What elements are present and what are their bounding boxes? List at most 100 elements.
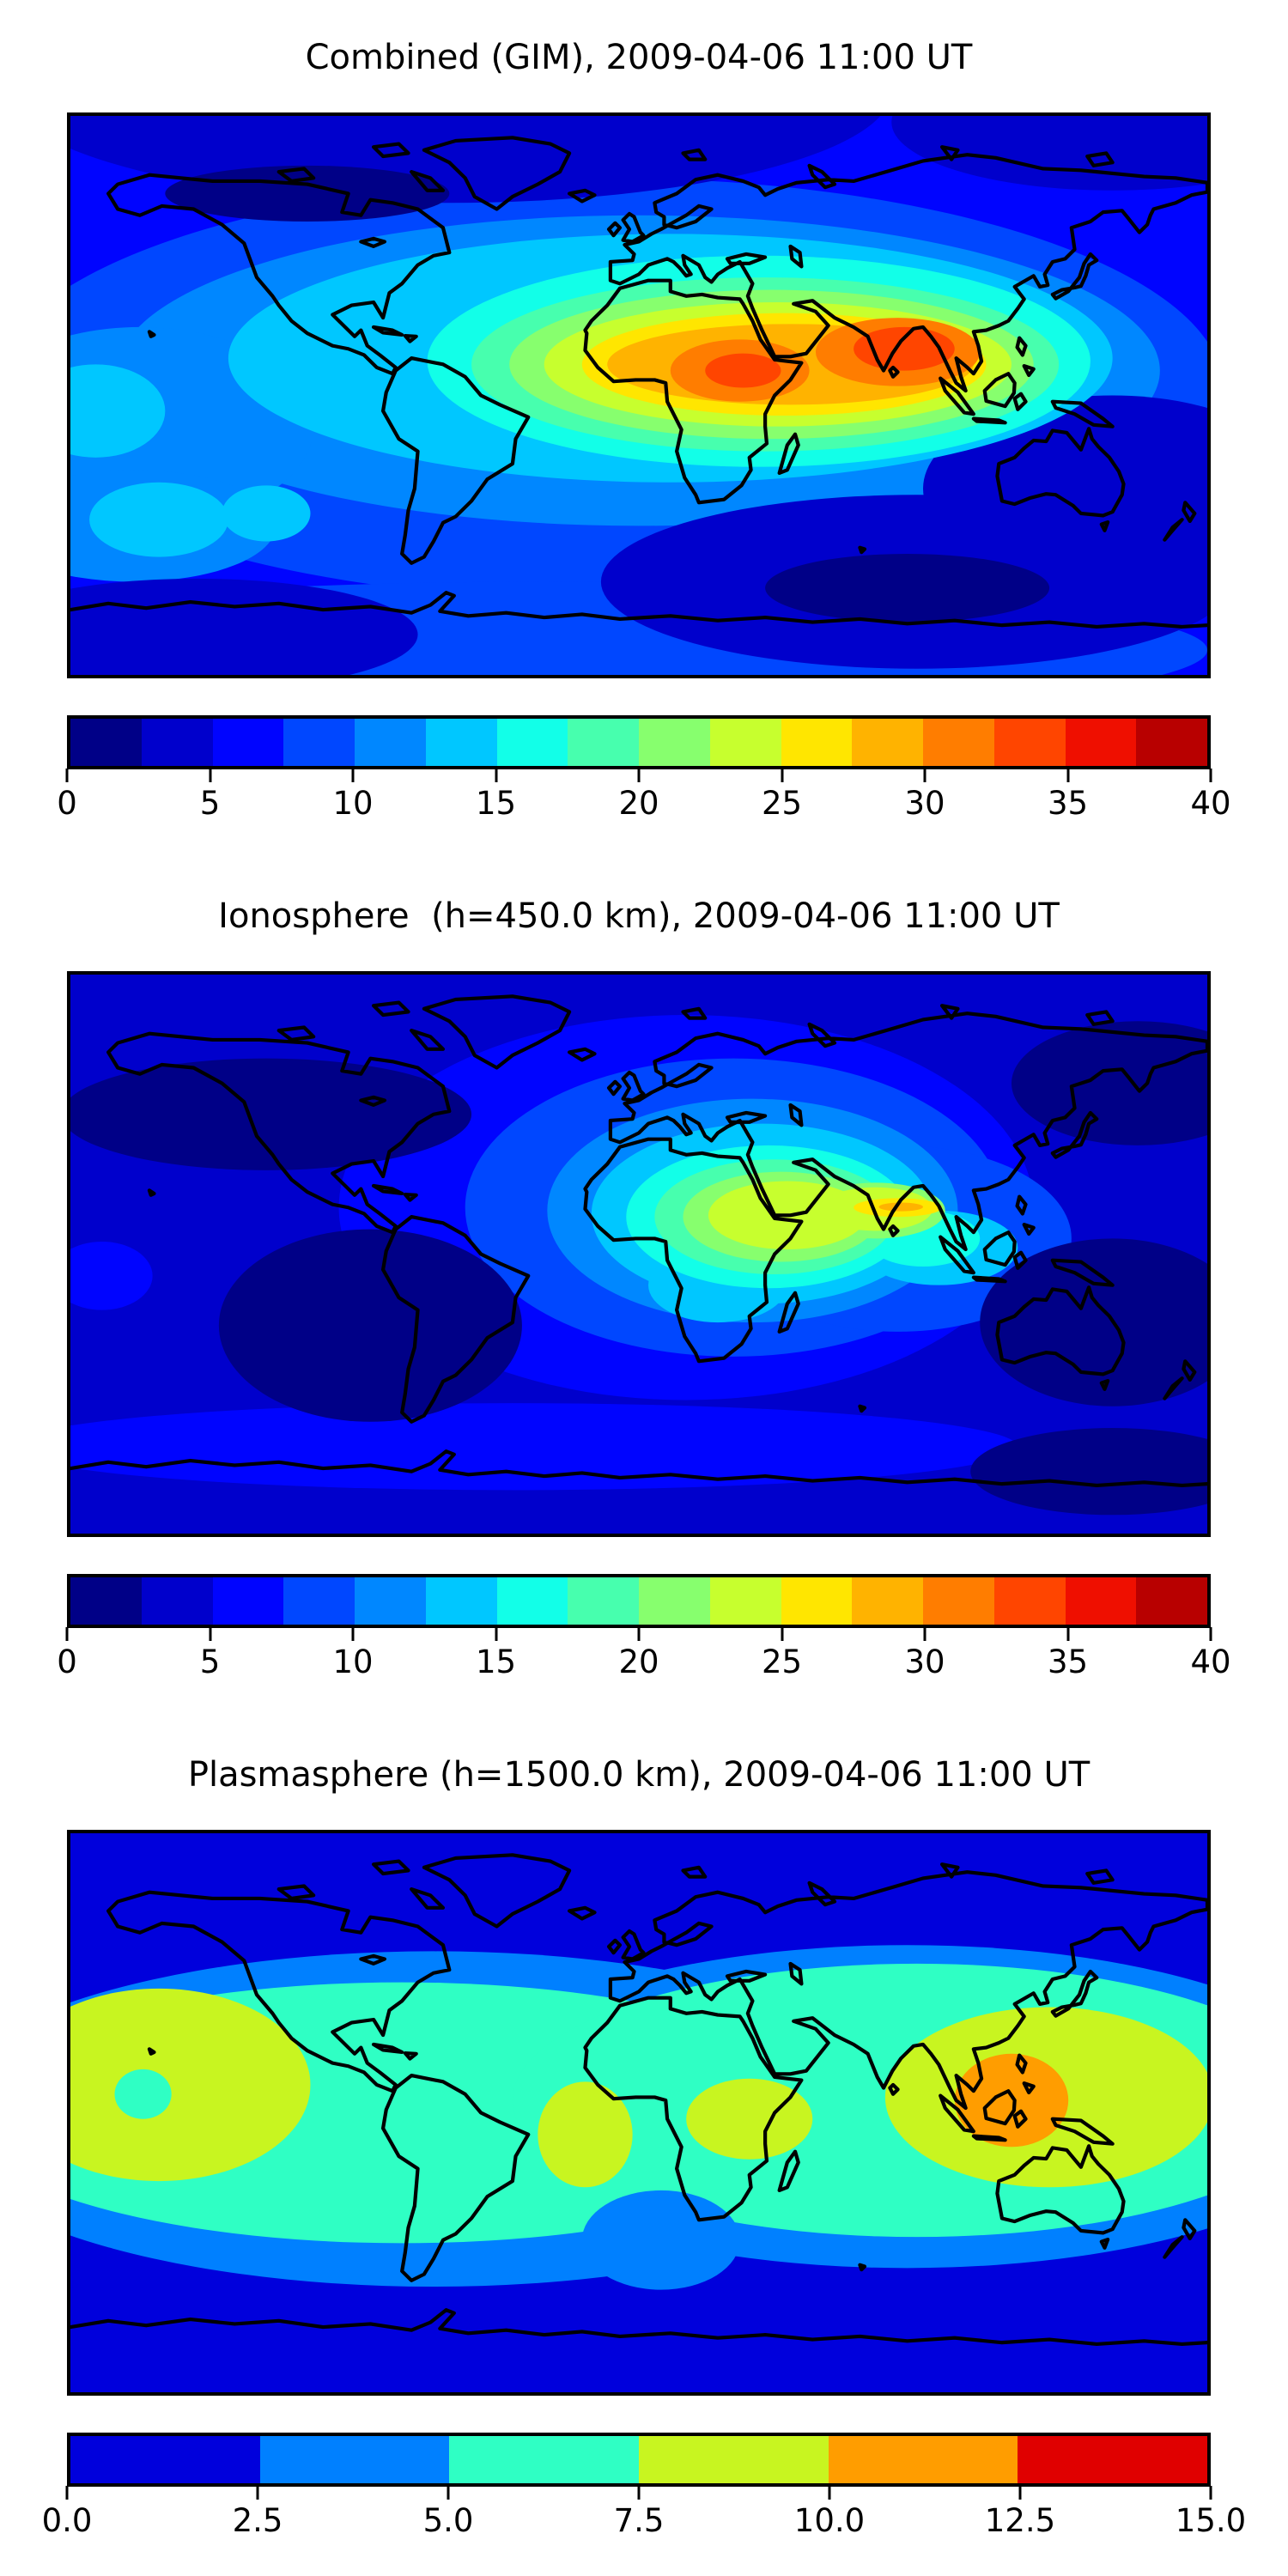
combined-map-title: Combined (GIM), 2009-04-06 11:00 UT [305, 38, 973, 77]
colorbar-segment-4 [355, 719, 426, 766]
ionosphere-map-canvas [70, 975, 1207, 1534]
colorbar-tick-label: 20 [618, 1643, 659, 1680]
colorbar-tick-label: 12.5 [984, 2502, 1056, 2539]
colorbar-segment-3 [283, 1577, 355, 1625]
colorbar-segment-0 [70, 2436, 260, 2483]
colorbar-tick-label: 15 [475, 1643, 517, 1680]
colorbar-tick [1066, 1627, 1069, 1641]
colorbar-segment-9 [709, 1577, 781, 1625]
colorbar-segment-3 [283, 719, 355, 766]
colorbar-segment-12 [923, 1577, 994, 1625]
colorbar-tick [1018, 2486, 1022, 2500]
colorbar-segment-8 [639, 719, 710, 766]
colorbar-segment-2 [449, 2436, 640, 2483]
panel-plasmasphere: Plasmasphere (h=1500.0 km), 2009-04-06 1… [0, 1717, 1288, 2576]
contour-region-level-11 [878, 1202, 923, 1212]
colorbar-tick [65, 2486, 69, 2500]
contour-region-level-2 [114, 2069, 172, 2119]
colorbar-segment-8 [639, 1577, 710, 1625]
combined-colorbar [67, 715, 1211, 769]
colorbar-tick-label: 35 [1047, 1643, 1089, 1680]
colorbar-tick-label: 40 [1190, 785, 1231, 822]
colorbar-segment-12 [923, 719, 994, 766]
contour-region-level-5 [89, 482, 228, 557]
plasmasphere-colorbar [67, 2433, 1211, 2487]
colorbar-segment-13 [993, 719, 1066, 766]
contour-region-level-4 [954, 2053, 1069, 2148]
colorbar-tick-label: 5.0 [422, 2502, 474, 2539]
colorbar-tick-label: 5 [199, 785, 221, 822]
contour-region-level-2 [70, 1242, 153, 1310]
colorbar-segment-11 [852, 719, 923, 766]
colorbar-tick-label: 10 [332, 1643, 374, 1680]
colorbar-segment-15 [1136, 719, 1207, 766]
colorbar-segment-10 [781, 719, 853, 766]
colorbar-tick [637, 769, 641, 782]
contour-region-level-0 [765, 553, 1050, 623]
plasmasphere-colorbar-ticks [65, 2486, 1212, 2500]
contour-region-level-0 [218, 1229, 522, 1422]
colorbar-tick [923, 1627, 927, 1641]
colorbar-tick [781, 769, 783, 782]
colorbar-tick [209, 769, 211, 782]
contour-region-level-3 [538, 2081, 633, 2188]
colorbar-tick-label: 40 [1190, 1643, 1231, 1680]
ionosphere-colorbar [67, 1574, 1211, 1628]
colorbar-segment-2 [212, 1577, 284, 1625]
colorbar-tick [351, 769, 355, 782]
colorbar-tick-label: 0.0 [41, 2502, 93, 2539]
combined-colorbar-labels: 0 5 10 15 20 25 30 35 40 [57, 785, 1230, 826]
combined-colorbar-ticks [65, 769, 1212, 783]
colorbar-segment-0 [70, 719, 142, 766]
coastlines-path [70, 1853, 1207, 2347]
colorbar-tick-label: 10.0 [793, 2502, 866, 2539]
colorbar-tick-label: 35 [1047, 785, 1089, 822]
colorbar-tick-label: 0 [57, 785, 77, 822]
contour-region-level-0 [1012, 1021, 1207, 1145]
contour-region-level-1 [891, 116, 1207, 191]
colorbar-segment-0 [70, 1577, 142, 1625]
colorbar-tick-label: 25 [761, 1643, 803, 1680]
colorbar-segment-11 [852, 1577, 923, 1625]
colorbar-tick [1209, 769, 1212, 782]
colorbar-segment-3 [639, 2436, 829, 2483]
contour-region-level-0 [970, 1428, 1207, 1516]
colorbar-tick [781, 1627, 783, 1641]
ionosphere-colorbar-ticks [65, 1627, 1212, 1642]
colorbar-tick [828, 2486, 831, 2500]
contour-region-level-0 [70, 1058, 472, 1170]
colorbar-tick-label: 15 [475, 785, 517, 822]
plasmasphere-map-canvas [70, 1833, 1207, 2392]
coastlines-path [70, 136, 1207, 629]
contour-region-level-3 [686, 2078, 813, 2160]
plasmasphere-colorbar-labels: 0.0 2.5 5.0 7.5 10.0 12.5 15.0 [42, 2502, 1247, 2543]
colorbar-segment-14 [1065, 1577, 1137, 1625]
colorbar-tick-label: 30 [904, 785, 945, 822]
panel-combined-gim: Combined (GIM), 2009-04-06 11:00 UT 0 5 10… [0, 0, 1288, 859]
colorbar-segment-5 [1018, 2436, 1208, 2483]
contour-region-level-2 [70, 1403, 1018, 1491]
colorbar-segment-6 [496, 1577, 568, 1625]
colorbar-tick [1209, 1627, 1212, 1641]
colorbar-tick [209, 1627, 211, 1641]
contour-region-level-0 [980, 1238, 1207, 1406]
colorbar-segment-2 [212, 719, 284, 766]
colorbar-tick [637, 1627, 641, 1641]
colorbar-segment-6 [496, 719, 568, 766]
contour-region-level-5 [222, 485, 311, 542]
panel-ionosphere: Ionosphere (h=450.0 km), 2009-04-06 11:0… [0, 859, 1288, 1717]
combined-map-figure [67, 112, 1211, 678]
colorbar-tick [256, 2486, 259, 2500]
colorbar-segment-7 [568, 1577, 639, 1625]
colorbar-segment-4 [828, 2436, 1018, 2483]
colorbar-tick [65, 769, 69, 782]
colorbar-segment-7 [568, 719, 639, 766]
contour-region-level-13 [705, 353, 781, 388]
ionosphere-colorbar-labels: 0 5 10 15 20 25 30 35 40 [57, 1643, 1230, 1685]
colorbar-tick-label: 20 [618, 785, 659, 822]
colorbar-segment-13 [993, 1577, 1066, 1625]
colorbar-segment-15 [1136, 1577, 1207, 1625]
ionosphere-map-figure [67, 971, 1211, 1537]
colorbar-tick-label: 30 [904, 1643, 945, 1680]
plasmasphere-map-figure [67, 1830, 1211, 2396]
